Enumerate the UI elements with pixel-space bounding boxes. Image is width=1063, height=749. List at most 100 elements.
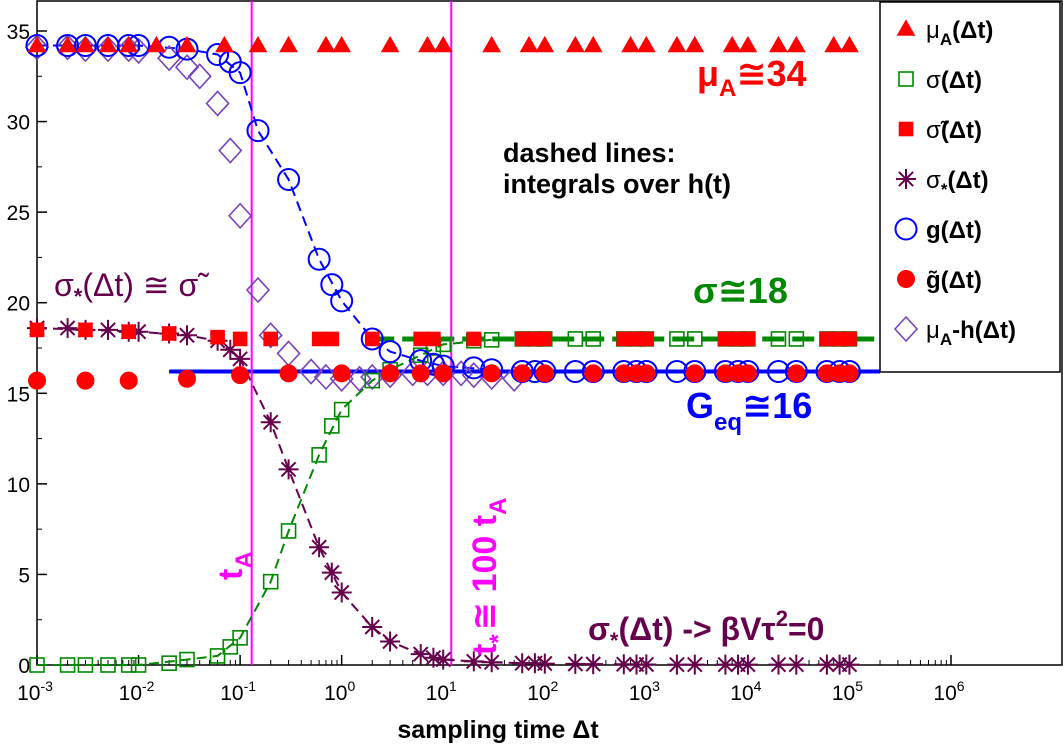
sigma-star-approx-symbol: σ	[54, 267, 74, 303]
data-point	[433, 649, 454, 670]
data-point	[121, 324, 137, 339]
legend-marker	[894, 217, 918, 241]
data-point	[311, 447, 327, 463]
data-point	[307, 247, 331, 271]
data-point	[585, 331, 602, 347]
data-point	[378, 340, 402, 364]
data-point	[220, 339, 241, 360]
data-point	[535, 364, 554, 383]
data-point	[56, 33, 80, 57]
sigma-18-annotation: σ≅18	[693, 270, 788, 311]
data-point	[364, 372, 381, 389]
x-tick-label: 103	[629, 678, 660, 705]
legend-label: μA(Δt)	[926, 17, 993, 49]
data-point	[482, 35, 502, 53]
data-point	[232, 630, 248, 646]
data-point	[161, 326, 177, 341]
legend-marker	[897, 270, 915, 288]
legend-marker	[898, 71, 914, 87]
data-point	[786, 35, 806, 53]
data-point	[177, 325, 197, 346]
data-point	[686, 331, 703, 347]
x-tick-labels: 10-3 10-2 10-1 100 101 102 103 104 105 106	[17, 678, 965, 705]
dashed-note-line-2: integrals over h(t)	[503, 169, 731, 199]
x-tick-label: 106	[933, 678, 964, 705]
data-point	[421, 352, 445, 376]
sigma-star-limit-sup: 2	[776, 606, 788, 631]
y-tick-label: 10	[7, 474, 30, 497]
data-point	[279, 364, 298, 383]
data-point	[722, 35, 742, 53]
data-point	[258, 322, 283, 349]
data-point	[179, 651, 195, 668]
data-point	[535, 35, 555, 53]
legend-label: σ̃(Δt)	[926, 117, 982, 144]
data-point	[98, 35, 118, 53]
data-point	[463, 651, 484, 672]
legend-label: μA-h(Δt)	[926, 317, 1016, 349]
data-point	[770, 331, 787, 347]
g-eq-annotation-value: ≅16	[742, 385, 812, 426]
data-point	[381, 364, 400, 383]
t-star-annotation-sub: *	[485, 634, 512, 644]
data-point	[231, 366, 250, 385]
y-tick-label: 20	[7, 293, 30, 316]
sigma-star-limit-sub: *	[610, 628, 619, 653]
legend-item: σ(Δt)	[898, 67, 982, 94]
data-point	[24, 34, 50, 61]
y-tick-label: 15	[7, 383, 30, 406]
data-point	[362, 617, 383, 637]
data-point	[277, 168, 301, 192]
data-point	[128, 321, 149, 342]
data-point	[537, 331, 553, 347]
data-point	[218, 137, 243, 164]
sigma-star-approx-text: (Δt) ≅ σ̃	[82, 267, 209, 303]
data-point	[130, 657, 147, 673]
data-point	[245, 276, 271, 304]
data-point	[567, 331, 584, 347]
legend-label: σ*(Δt)	[926, 167, 989, 199]
data-point	[418, 35, 437, 53]
data-point	[786, 654, 807, 675]
data-point	[280, 523, 297, 539]
data-point	[364, 331, 380, 347]
data-point	[433, 35, 453, 53]
data-point	[316, 35, 336, 53]
data-point	[210, 329, 225, 345]
data-point	[28, 371, 46, 390]
data-point	[738, 364, 757, 383]
data-point	[621, 35, 640, 53]
legend-label: σ(Δt)	[926, 67, 982, 94]
t-star-annotation-text: ≅ 100 t	[466, 515, 504, 630]
data-point	[684, 654, 705, 675]
x-tick-label: 10-3	[17, 678, 53, 705]
data-point	[222, 639, 239, 655]
data-point	[380, 35, 400, 53]
legend-marker	[896, 169, 916, 189]
data-point	[840, 35, 859, 53]
legend-box	[879, 1, 1061, 373]
data-point	[347, 365, 372, 392]
data-point	[667, 35, 687, 53]
y-tick-labels: 0 5 10 15 20 25 30 35	[7, 21, 30, 678]
legend-item: μA-h(Δt)	[893, 315, 1016, 349]
data-point	[423, 647, 444, 668]
data-point	[332, 35, 352, 53]
legend-marker	[898, 121, 914, 137]
data-point	[842, 331, 857, 347]
data-point	[147, 35, 166, 53]
data-point	[738, 35, 758, 53]
x-tick-label: 101	[426, 678, 457, 705]
sigma-star-limit-symbol: σ	[588, 611, 610, 647]
data-point	[669, 331, 685, 347]
data-point	[466, 331, 482, 347]
data-point	[76, 371, 95, 390]
data-point	[58, 35, 77, 53]
g-eq-annotation: Geq≅16	[686, 385, 812, 436]
series-sigma-tilde(dt)	[29, 322, 857, 347]
mu-a-annotation-sub: A	[719, 75, 736, 102]
data-point	[413, 331, 428, 347]
data-point	[769, 35, 788, 53]
data-point	[57, 318, 78, 339]
y-tick-label: 5	[18, 564, 30, 587]
